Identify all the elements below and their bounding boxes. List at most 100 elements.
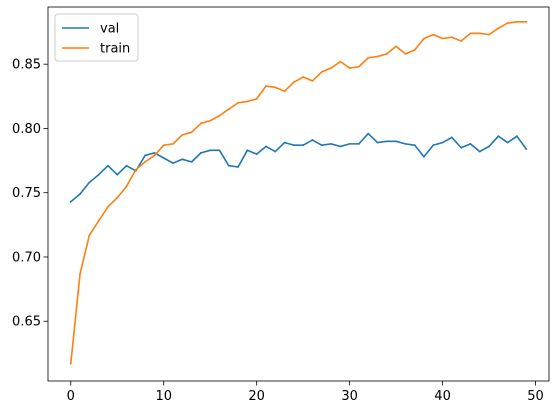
- x-axis: 0 10 20 30 40 50: [67, 381, 544, 404]
- data-point-val-49: [525, 148, 528, 150]
- data-point-val-6: [125, 164, 128, 167]
- data-point-val-21: [265, 145, 267, 148]
- data-point-train-16: [218, 114, 221, 117]
- series-layer: [69, 20, 528, 365]
- data-point-train-29: [339, 60, 342, 63]
- legend-label-train: train: [100, 42, 130, 57]
- data-point-val-37: [413, 144, 416, 147]
- data-point-val-10: [162, 157, 165, 159]
- data-point-val-24: [292, 144, 295, 147]
- data-point-val-31: [358, 142, 360, 145]
- data-point-train-23: [283, 90, 286, 93]
- x-tick-label: 40: [434, 389, 451, 404]
- data-point-val-23: [283, 141, 286, 144]
- y-axis: 0.65 0.70 0.75 0.80 0.85: [12, 58, 48, 330]
- data-point-train-17: [227, 108, 230, 111]
- data-point-val-20: [255, 153, 258, 156]
- data-point-train-33: [376, 55, 379, 58]
- data-point-train-44: [478, 32, 481, 35]
- data-point-train-48: [516, 20, 518, 23]
- data-point-train-14: [200, 122, 202, 125]
- data-point-train-35: [395, 45, 397, 48]
- data-point-val-1: [79, 193, 81, 195]
- data-point-train-43: [469, 32, 472, 35]
- data-point-val-41: [450, 136, 453, 139]
- data-point-train-12: [181, 133, 184, 136]
- data-point-train-40: [441, 37, 444, 40]
- data-point-val-30: [348, 142, 351, 145]
- data-point-train-20: [255, 97, 258, 100]
- data-point-train-46: [497, 27, 500, 30]
- data-point-train-38: [423, 37, 425, 40]
- data-point-train-8: [144, 160, 147, 163]
- data-point-train-10: [162, 144, 165, 147]
- data-point-val-36: [404, 142, 407, 145]
- legend: val train: [54, 13, 139, 62]
- data-point-train-42: [460, 40, 463, 42]
- x-tick-label: 0: [67, 389, 75, 404]
- x-tick-label: 50: [527, 389, 544, 404]
- data-point-val-45: [488, 145, 490, 148]
- data-point-val-12: [181, 158, 184, 161]
- data-point-train-26: [311, 80, 314, 82]
- data-point-train-32: [367, 56, 370, 59]
- data-point-val-35: [395, 140, 397, 143]
- data-point-val-9: [153, 151, 156, 154]
- y-tick-label: 0.65: [12, 315, 41, 330]
- data-point-train-34: [385, 53, 388, 55]
- series-line-val: [69, 132, 528, 203]
- data-point-val-44: [478, 150, 481, 153]
- y-tick-label: 0.80: [12, 122, 41, 137]
- data-point-train-36: [404, 53, 407, 55]
- data-point-val-8: [144, 154, 147, 157]
- data-point-val-34: [385, 140, 388, 143]
- data-point-val-40: [441, 141, 444, 144]
- data-point-train-4: [107, 205, 109, 208]
- data-point-train-13: [190, 131, 193, 134]
- data-point-val-11: [172, 162, 174, 165]
- legend-label-val: val: [100, 22, 119, 37]
- x-tick-label: 30: [341, 389, 358, 404]
- data-point-train-2: [88, 234, 91, 237]
- data-point-val-4: [107, 164, 109, 167]
- data-point-train-0: [69, 362, 72, 365]
- data-point-val-5: [116, 173, 119, 176]
- data-point-val-3: [97, 173, 100, 176]
- data-point-val-46: [497, 135, 500, 138]
- data-point-val-17: [227, 164, 230, 167]
- data-point-val-2: [88, 181, 91, 184]
- data-point-val-0: [69, 200, 72, 203]
- data-point-val-13: [190, 160, 193, 163]
- data-point-val-28: [330, 142, 332, 145]
- x-tick-label: 20: [248, 389, 265, 404]
- data-point-val-16: [218, 149, 221, 152]
- data-point-val-18: [237, 166, 239, 168]
- data-point-val-38: [423, 155, 425, 158]
- data-point-train-19: [246, 100, 249, 103]
- data-point-train-31: [358, 65, 360, 68]
- plot-area: [47, 6, 550, 382]
- data-point-val-19: [246, 149, 249, 152]
- data-point-train-28: [330, 67, 332, 69]
- data-point-val-47: [506, 141, 509, 144]
- data-point-val-29: [339, 145, 342, 148]
- data-point-val-39: [432, 144, 435, 147]
- data-point-train-41: [450, 36, 453, 39]
- data-point-val-15: [209, 149, 212, 152]
- y-tick-label: 0.70: [12, 250, 41, 265]
- data-point-train-47: [506, 22, 509, 24]
- data-point-train-45: [488, 33, 490, 36]
- x-tick-label: 10: [155, 389, 172, 404]
- data-point-train-39: [432, 33, 435, 36]
- data-point-val-42: [460, 146, 463, 149]
- y-tick-label: 0.85: [12, 58, 41, 73]
- legend-box: [54, 13, 139, 62]
- data-point-train-27: [320, 71, 323, 73]
- series-line-train: [69, 20, 528, 365]
- data-point-train-21: [265, 85, 267, 87]
- data-point-train-49: [525, 20, 528, 23]
- data-point-val-25: [302, 144, 305, 147]
- data-point-val-43: [469, 142, 472, 145]
- data-point-train-15: [209, 119, 212, 122]
